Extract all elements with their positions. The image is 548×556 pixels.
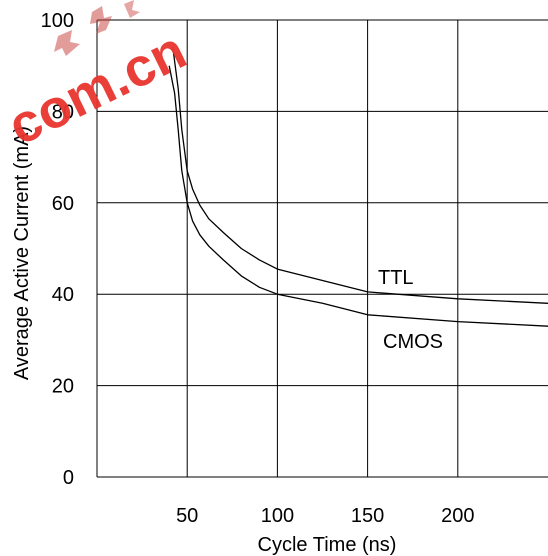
axes — [96, 20, 548, 478]
watermark-glyph-1 — [90, 6, 112, 34]
y-axis-title: Average Active Current (mA) — [11, 126, 33, 380]
x-tick-label-50: 50 — [176, 505, 198, 527]
series-label-cmos: CMOS — [383, 331, 443, 353]
watermark-glyph-2 — [54, 30, 80, 56]
y-tick-label-60: 60 — [52, 193, 74, 215]
y-tick-label-20: 20 — [52, 376, 74, 398]
y-tick-label-0: 0 — [63, 467, 74, 489]
y-tick-label-100: 100 — [41, 10, 74, 32]
y-tick-label-40: 40 — [52, 284, 74, 306]
x-tick-label-200: 200 — [441, 505, 474, 527]
x-axis-title: Cycle Time (ns) — [258, 534, 397, 556]
series-line-cmos — [168, 65, 548, 327]
watermark-text: com.cn — [0, 20, 195, 157]
x-tick-label-150: 150 — [351, 505, 384, 527]
watermark: com.cn — [0, 0, 195, 157]
grid — [97, 19, 548, 477]
tick-labels: 0 20 40 60 80 100 50 100 150 200 — [41, 10, 475, 527]
y-tick-label-80: 80 — [52, 101, 74, 123]
series-label-ttl: TTL — [378, 267, 414, 289]
x-tick-label-100: 100 — [261, 505, 294, 527]
watermark-glyph-3 — [124, 0, 140, 18]
series-lines — [168, 47, 548, 327]
series-line-ttl — [172, 47, 548, 304]
